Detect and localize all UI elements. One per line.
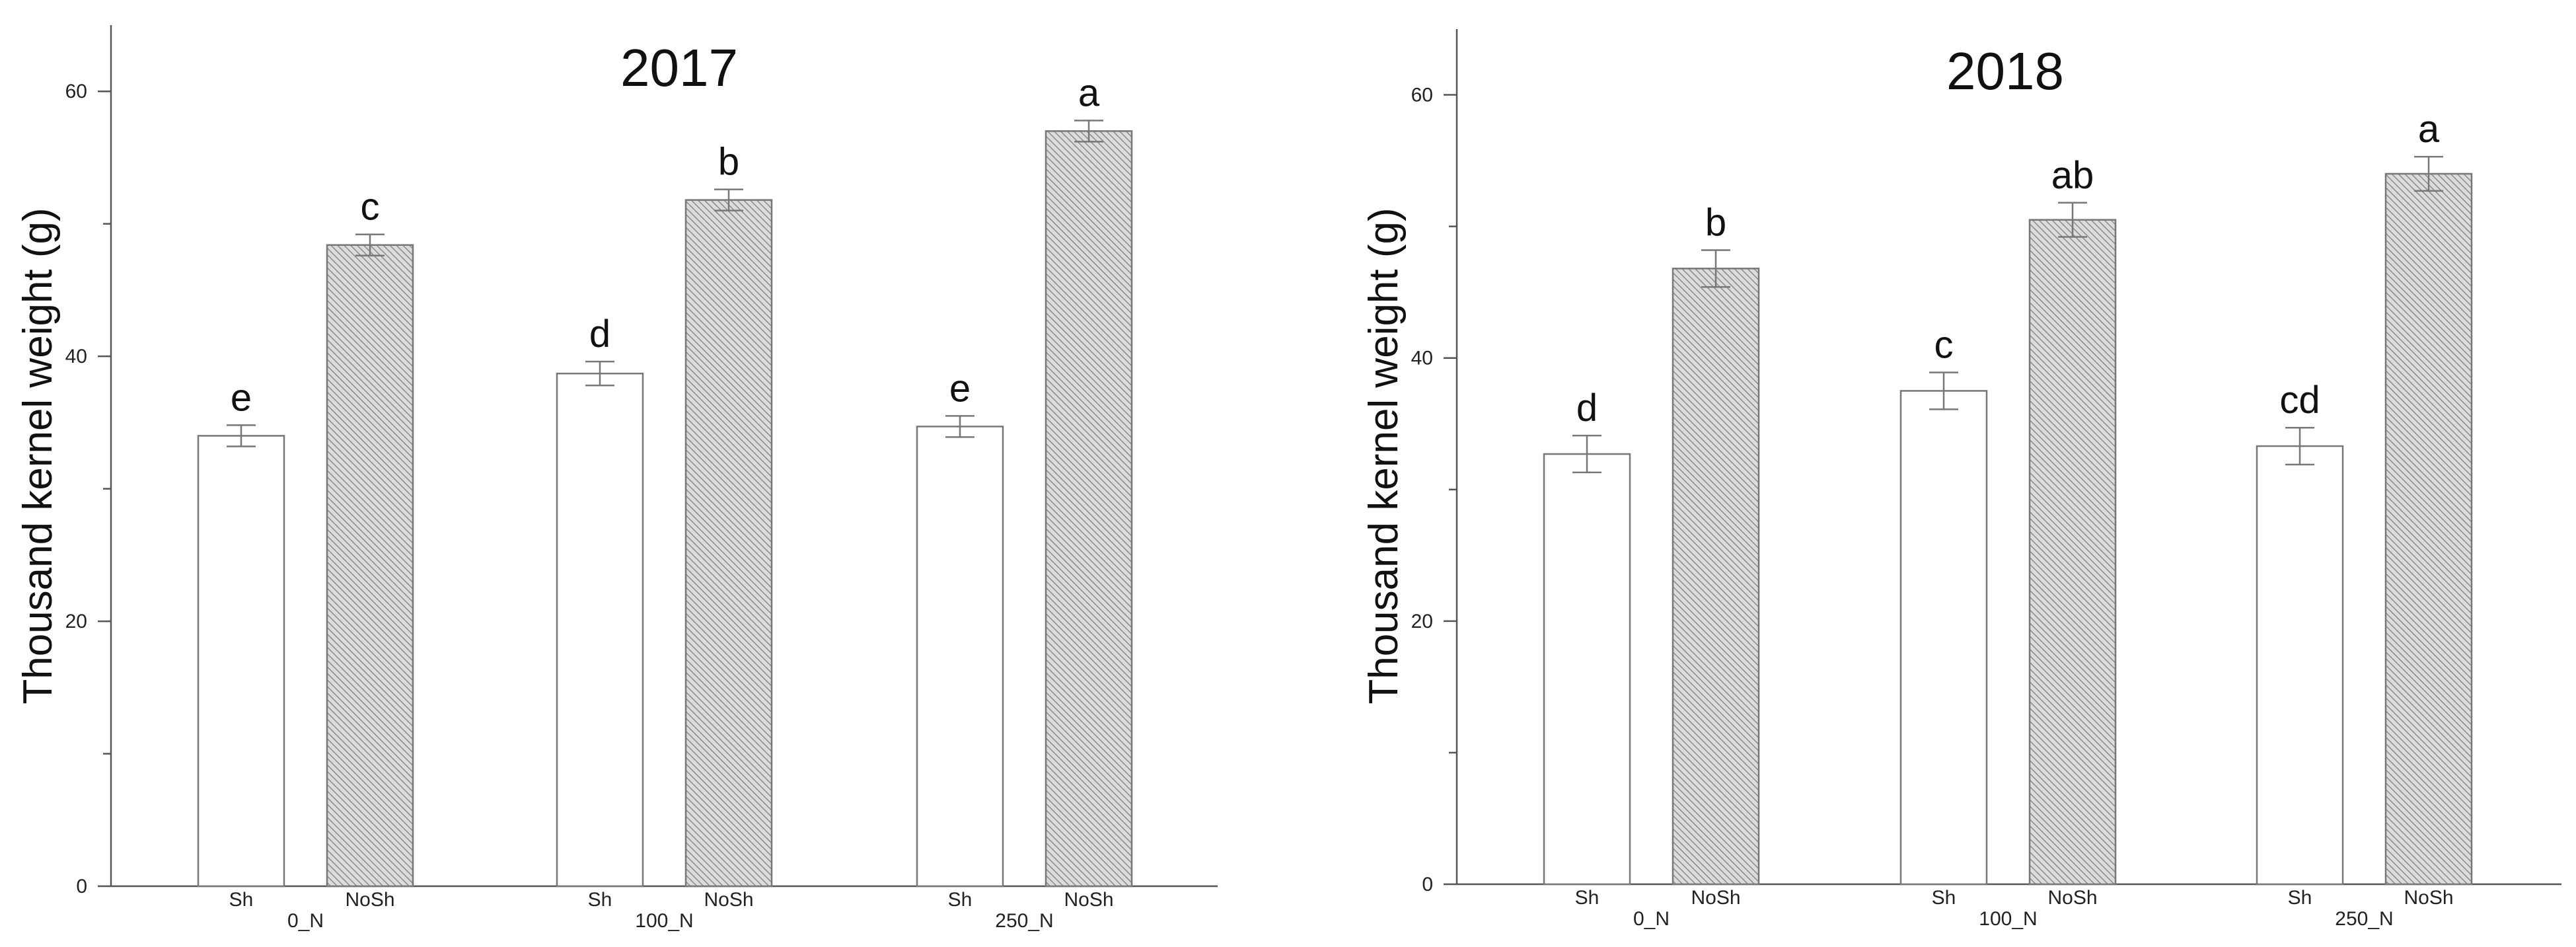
significance-letter: e [231, 376, 252, 419]
y-tick-label: 60 [65, 81, 87, 102]
series-tick-label: NoSh [1064, 889, 1113, 911]
bar-NoSh-250_N [1045, 130, 1133, 888]
category-tick-label: 0_N [1633, 908, 1670, 930]
significance-letter: d [589, 313, 610, 356]
category-tick-label: 100_N [635, 910, 693, 932]
significance-letter: a [2418, 108, 2440, 151]
bar-Sh-250_N [2256, 445, 2344, 886]
significance-letter: a [1078, 71, 1100, 114]
bar-Sh-100_N [556, 372, 644, 888]
series-tick-label: Sh [2288, 887, 2312, 909]
bar-Sh-0_N [1543, 453, 1631, 886]
y-tick-label: 0 [1422, 874, 1433, 895]
y-tick-label: 20 [65, 611, 87, 632]
y-tick-label: 20 [1411, 611, 1433, 632]
bar-NoSh-250_N [2384, 172, 2473, 886]
y-tick-label: 40 [65, 346, 87, 367]
bar-NoSh-100_N [684, 199, 773, 888]
significance-letter: e [949, 367, 971, 410]
category-tick-label: 250_N [2335, 908, 2393, 930]
y-tick-label: 60 [1411, 85, 1433, 106]
series-tick-label: NoSh [2047, 887, 2097, 909]
bar-Sh-100_N [1899, 390, 1988, 886]
series-tick-label: Sh [229, 889, 254, 911]
bar-Sh-0_N [197, 435, 285, 888]
category-tick-label: 0_N [287, 910, 324, 932]
significance-letter: c [361, 186, 380, 229]
bar-NoSh-100_N [2028, 219, 2117, 886]
significance-letter: b [1705, 201, 1726, 244]
chart-title: 2018 [1946, 42, 2064, 100]
significance-letter: cd [2279, 379, 2320, 422]
series-tick-label: Sh [948, 889, 973, 911]
category-tick-label: 250_N [995, 910, 1053, 932]
significance-letter: c [1934, 324, 1954, 367]
category-tick-label: 100_N [1979, 908, 2037, 930]
series-tick-label: Sh [1575, 887, 1600, 909]
y-tick-label: 40 [1411, 348, 1433, 369]
y-tick-label: 0 [76, 876, 87, 897]
bar-NoSh-0_N [326, 244, 414, 888]
series-tick-label: Sh [1932, 887, 1956, 909]
significance-letter: ab [2051, 154, 2094, 197]
series-tick-label: NoSh [704, 889, 753, 911]
significance-letter: b [718, 141, 739, 184]
chart-panel-2017: 0 20 40 60 2017 Thousand kernel weight (g) e Sh… [15, 25, 1218, 932]
series-tick-label: NoSh [1691, 887, 1740, 909]
y-axis-label: Thousand kernel weight (g) [15, 208, 61, 704]
y-axis-label: Thousand kernel weight (g) [1361, 208, 1407, 704]
chart-panel-2018: 0 20 40 60 2018 Thousand kernel weight (g) d Sh… [1361, 29, 2561, 930]
bar-Sh-250_N [916, 426, 1004, 888]
series-tick-label: NoSh [2404, 887, 2453, 909]
significance-letter: d [1576, 387, 1598, 430]
chart-title: 2017 [620, 38, 738, 97]
series-tick-label: NoSh [345, 889, 394, 911]
series-tick-label: Sh [588, 889, 612, 911]
bar-NoSh-0_N [1672, 268, 1760, 886]
